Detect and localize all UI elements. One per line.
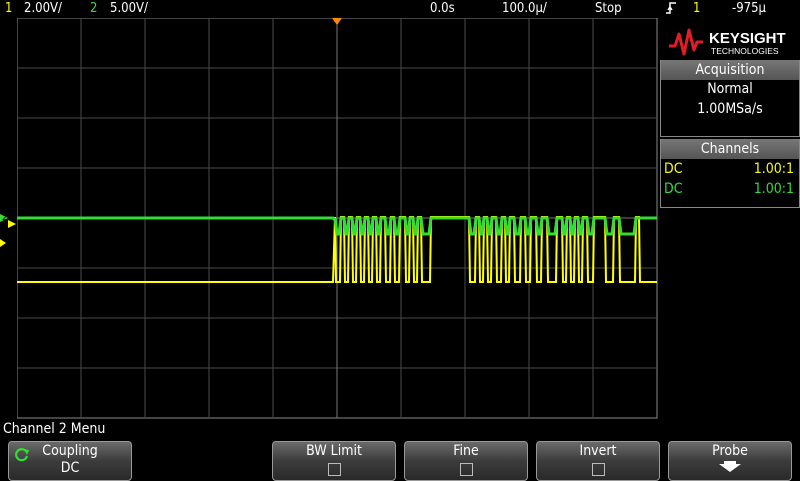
ch2-ground-marker[interactable] xyxy=(0,214,8,222)
trigger-edge-icon xyxy=(665,1,677,19)
status-bar: 1 2.00V/ 2 5.00V/ 0.0s 100.0µ/ Stop 1 -9… xyxy=(0,0,800,18)
ch2-scale: 5.00V/ xyxy=(110,1,148,16)
ch2-waveform xyxy=(17,216,657,236)
probe-softkey[interactable]: Probe xyxy=(668,441,792,481)
bw-limit-checkbox[interactable] xyxy=(327,463,341,476)
trigger-source: 1 xyxy=(693,1,701,16)
coupling-label: Coupling xyxy=(42,443,98,459)
keysight-logo: KEYSIGHT TECHNOLOGIES xyxy=(661,22,799,60)
submenu-arrow-icon xyxy=(719,461,741,472)
waveform-display[interactable] xyxy=(17,18,658,419)
brand-sub: TECHNOLOGIES xyxy=(711,46,779,56)
bw-limit-label: BW Limit xyxy=(306,443,362,459)
ch2-probe: 1.00:1 xyxy=(753,181,794,197)
fine-label: Fine xyxy=(453,443,479,459)
fine-checkbox[interactable] xyxy=(459,463,473,476)
bw-limit-softkey[interactable]: BW Limit xyxy=(272,441,396,481)
ch1-coupling: DC xyxy=(664,161,683,177)
time-position: 0.0s xyxy=(430,1,455,16)
channels-header: Channels xyxy=(661,139,799,159)
acquisition-mode: Normal xyxy=(707,81,753,97)
ch2-coupling: DC xyxy=(664,181,683,197)
svg-text:2: 2 xyxy=(2,213,8,223)
channel-ground-markers: 2 xyxy=(0,213,16,247)
invert-label: Invert xyxy=(579,443,617,459)
invert-softkey[interactable]: Invert xyxy=(536,441,660,481)
probe-label: Probe xyxy=(712,443,748,459)
ch2-number: 2 xyxy=(90,1,98,16)
trigger-position-marker[interactable] xyxy=(332,18,342,25)
menu-title: Channel 2 Menu xyxy=(3,421,106,437)
coupling-softkey[interactable]: Coupling DC xyxy=(8,441,132,481)
rotate-knob-icon xyxy=(15,448,29,462)
brand-name: KEYSIGHT xyxy=(709,30,786,47)
run-state: Stop xyxy=(595,1,622,16)
acquisition-rate: 1.00MSa/s xyxy=(697,101,763,117)
trigger-level: -975µ xyxy=(732,1,766,16)
coupling-value: DC xyxy=(60,460,80,476)
ch1-scale: 2.00V/ xyxy=(24,1,62,16)
ch1-number: 1 xyxy=(5,1,13,16)
acquisition-header: Acquisition xyxy=(661,60,799,80)
ch1-trigger-level-marker[interactable] xyxy=(0,239,6,247)
ch1-probe: 1.00:1 xyxy=(753,161,794,177)
invert-checkbox[interactable] xyxy=(591,463,605,476)
time-scale: 100.0µ/ xyxy=(502,1,547,16)
fine-softkey[interactable]: Fine xyxy=(404,441,528,481)
ch1-ground-marker[interactable] xyxy=(8,220,16,228)
